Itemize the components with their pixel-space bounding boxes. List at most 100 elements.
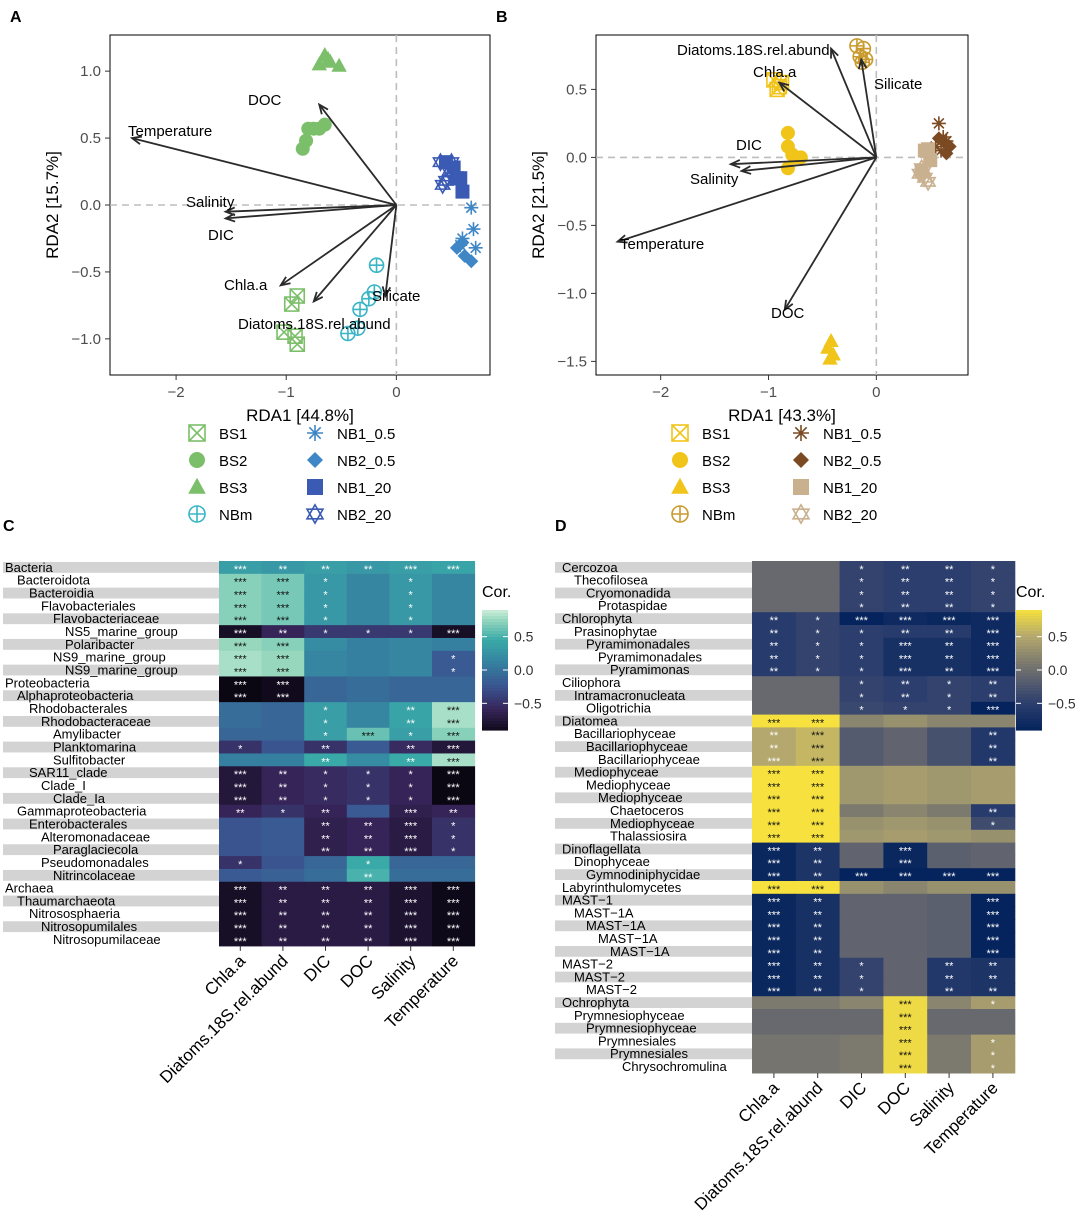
heat-cell bbox=[971, 599, 1016, 613]
row-label: Prymnesiales bbox=[610, 1046, 689, 1061]
row-label: Bacteroidia bbox=[29, 585, 95, 600]
heat-cell bbox=[927, 855, 972, 869]
row-label: Bacillariophyceae bbox=[586, 739, 688, 754]
row-stripe bbox=[3, 638, 219, 650]
heat-cell bbox=[389, 817, 433, 831]
heat-cell bbox=[752, 1047, 797, 1061]
heat-cell bbox=[927, 573, 972, 588]
significance-stars: *** bbox=[811, 884, 825, 896]
heat-cell bbox=[795, 625, 841, 639]
heat-cell bbox=[261, 933, 305, 947]
significance-stars: *** bbox=[767, 845, 781, 857]
legend-symbol-NB2_0.5 bbox=[307, 452, 323, 468]
legend-gradient-step bbox=[1016, 703, 1042, 707]
heat-cell bbox=[839, 970, 884, 984]
row-label: Gammaproteobacteria bbox=[17, 804, 147, 819]
significance-stars: ** bbox=[321, 756, 330, 768]
significance-stars: ** bbox=[321, 808, 330, 820]
significance-stars: *** bbox=[899, 666, 913, 678]
heat-cell bbox=[752, 778, 797, 792]
heat-cell bbox=[432, 599, 476, 613]
heat-cell bbox=[304, 561, 348, 575]
y-tick-label: −1.5 bbox=[557, 353, 587, 370]
heat-cell bbox=[219, 894, 263, 908]
point-BS3 bbox=[320, 51, 336, 66]
significance-stars: *** bbox=[986, 909, 1000, 921]
significance-stars: ** bbox=[945, 577, 954, 589]
heat-cell bbox=[304, 791, 348, 806]
heat-cell bbox=[971, 1021, 1016, 1036]
heat-cell bbox=[971, 1009, 1016, 1023]
significance-stars: * bbox=[366, 795, 371, 807]
heat-cell bbox=[304, 663, 348, 677]
heat-cell bbox=[752, 573, 797, 588]
heat-cell bbox=[219, 663, 263, 677]
row-stripe bbox=[555, 715, 752, 727]
heat-cell bbox=[927, 650, 972, 664]
row-label: Cryomonadida bbox=[586, 585, 671, 600]
heat-cell bbox=[304, 753, 348, 767]
heat-cell bbox=[389, 830, 433, 844]
significance-stars: *** bbox=[234, 602, 248, 614]
legend-label-BS1: BS1 bbox=[219, 426, 247, 443]
heat-cell bbox=[261, 843, 305, 857]
heat-cell bbox=[752, 753, 797, 767]
legend-label-NB2_0.5: NB2_0.5 bbox=[823, 453, 881, 470]
heat-cell bbox=[927, 1047, 972, 1061]
heat-cell bbox=[971, 625, 1016, 639]
legend-gradient-step bbox=[482, 694, 508, 698]
significance-stars: *** bbox=[234, 923, 248, 935]
heat-cell bbox=[971, 957, 1016, 972]
heat-cell bbox=[971, 817, 1016, 831]
legend-gradient-step bbox=[1016, 664, 1042, 668]
significance-stars: ** bbox=[770, 653, 779, 665]
legend-gradient-step bbox=[482, 649, 508, 653]
row-label: Cercozoa bbox=[562, 560, 618, 575]
row-label: Diatomea bbox=[562, 713, 618, 728]
heat-cell bbox=[795, 881, 841, 895]
significance-stars: ** bbox=[406, 718, 415, 730]
significance-stars: * bbox=[816, 666, 821, 678]
panel-a: A −2 −1 0 −1.0 −0.5 0.0 0.5 1.0 RDA1 [44.8%] RDA2 … bbox=[10, 9, 491, 525]
heat-cell bbox=[261, 689, 305, 703]
row-label: Nitrosopumilaceae bbox=[53, 932, 161, 947]
heat-cell bbox=[219, 676, 263, 690]
heat-cell bbox=[389, 714, 433, 729]
significance-stars: * bbox=[816, 641, 821, 653]
heat-cell bbox=[883, 561, 928, 575]
significance-stars: *** bbox=[447, 628, 461, 640]
legend-gradient-step bbox=[1016, 661, 1042, 665]
heat-cell bbox=[927, 599, 972, 613]
legend-symbol-BS3 bbox=[671, 477, 689, 494]
heat-cell bbox=[304, 676, 348, 690]
y-tick-label: 0.5 bbox=[566, 81, 587, 98]
significance-stars: * bbox=[238, 859, 243, 871]
row-label: Bacteria bbox=[5, 560, 53, 575]
significance-stars: *** bbox=[767, 909, 781, 921]
significance-stars: *** bbox=[811, 743, 825, 755]
heat-cell bbox=[839, 932, 884, 946]
heat-cell bbox=[971, 881, 1016, 895]
row-stripe bbox=[555, 843, 752, 855]
legend-title: Cor. bbox=[1016, 584, 1045, 601]
significance-stars: *** bbox=[362, 731, 376, 743]
row-stripe bbox=[555, 971, 752, 983]
significance-stars: ** bbox=[945, 628, 954, 640]
arrowhead bbox=[857, 57, 868, 70]
row-label: Rhodobacteraceae bbox=[41, 714, 151, 729]
heat-cell bbox=[432, 894, 476, 908]
heat-cell bbox=[389, 727, 433, 742]
significance-stars: *** bbox=[447, 564, 461, 576]
heat-cell bbox=[752, 829, 797, 844]
heat-cell bbox=[752, 727, 797, 741]
significance-stars: ** bbox=[813, 909, 822, 921]
significance-stars: * bbox=[366, 782, 371, 794]
heat-cell bbox=[839, 1060, 884, 1074]
heat-cell bbox=[795, 1060, 841, 1074]
heat-cell bbox=[219, 599, 263, 613]
legend-label-BS2: BS2 bbox=[219, 453, 247, 470]
heat-cell bbox=[219, 612, 263, 626]
heat-cell bbox=[795, 932, 841, 946]
heat-cell bbox=[795, 701, 841, 716]
row-stripe bbox=[3, 895, 219, 907]
